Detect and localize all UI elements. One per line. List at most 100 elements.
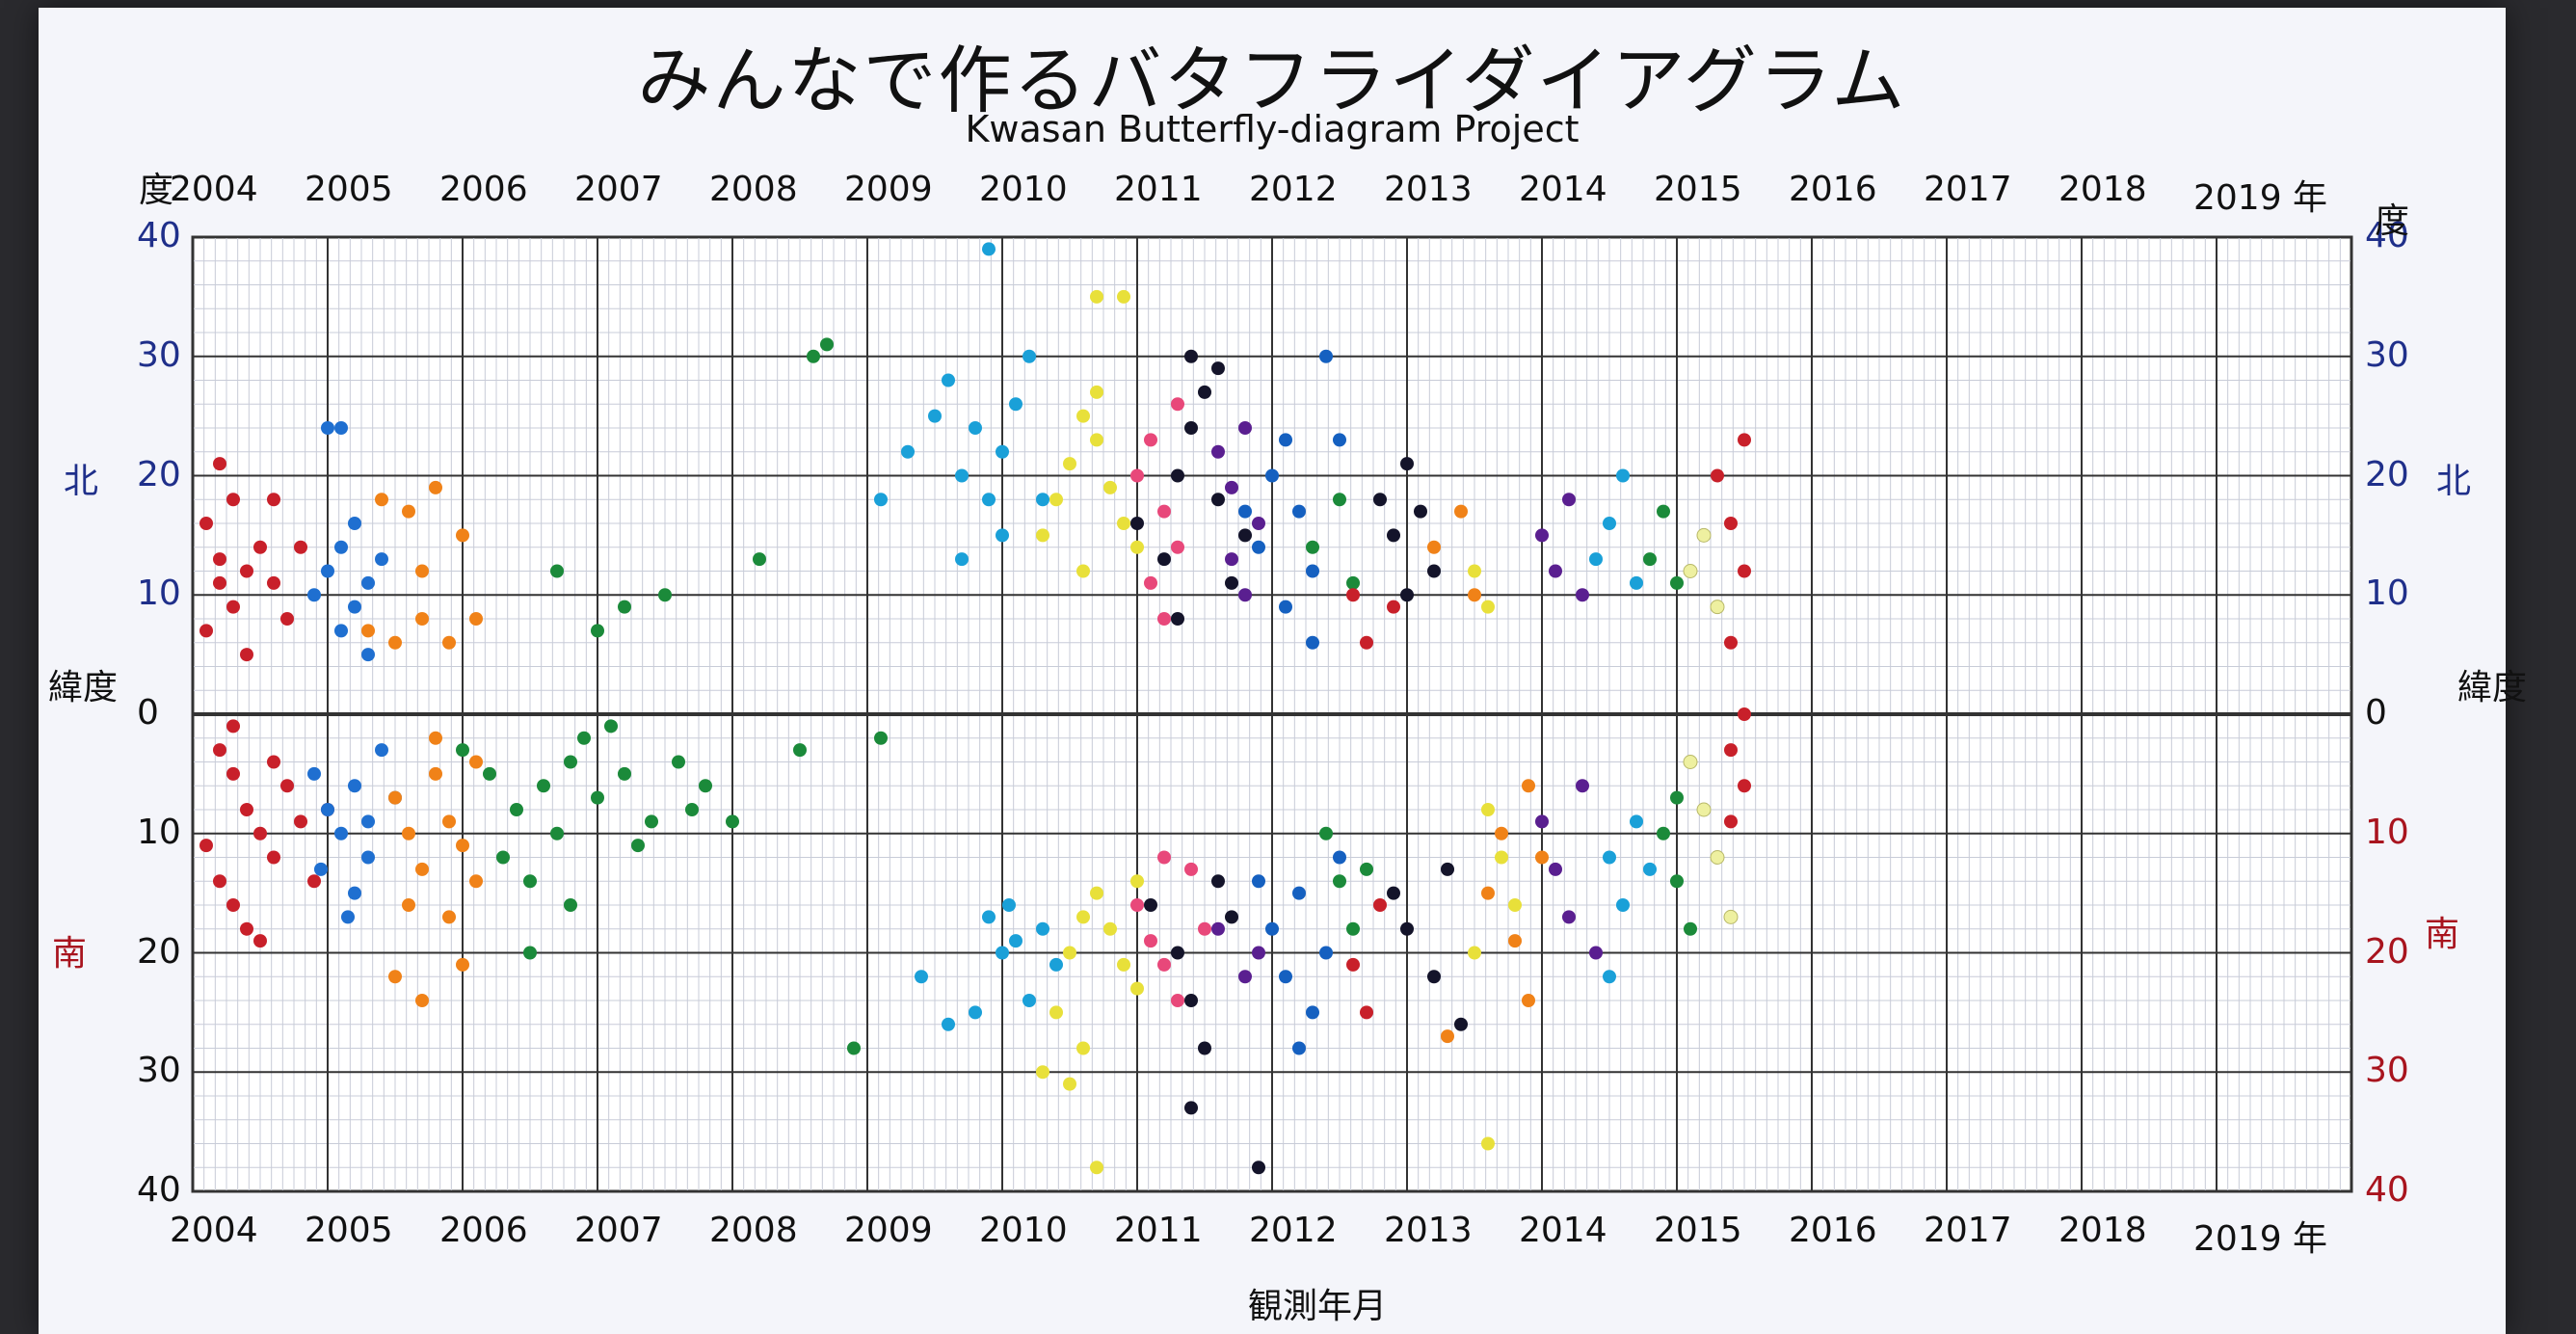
data-point: [267, 575, 280, 590]
data-point: [1238, 588, 1252, 602]
data-point: [1346, 588, 1360, 602]
top-year-tick: 2012: [1249, 170, 1338, 209]
data-point: [1441, 1029, 1454, 1044]
data-point: [1184, 994, 1198, 1007]
data-point: [1036, 1065, 1049, 1080]
data-point: [1211, 493, 1225, 507]
latitude-label-right: 緯度: [2457, 668, 2528, 707]
data-point: [1710, 600, 1725, 615]
data-point: [429, 731, 442, 745]
data-point: [1292, 886, 1306, 900]
bottom-year-tick: 2006: [439, 1211, 528, 1250]
point-series-15: [1535, 493, 1603, 960]
top-unit-left: 度: [139, 171, 174, 210]
data-point: [1211, 361, 1225, 376]
point-series-4: [874, 242, 1063, 1031]
data-point: [402, 898, 415, 912]
data-point: [1657, 504, 1670, 519]
data-point: [1576, 779, 1589, 793]
data-point: [1265, 921, 1279, 936]
data-point: [442, 814, 456, 829]
data-point: [1333, 433, 1346, 447]
point-series-10: [1306, 493, 1373, 936]
data-point: [253, 826, 267, 840]
data-point: [1144, 934, 1157, 948]
data-point: [1360, 1005, 1373, 1020]
data-point: [604, 719, 618, 734]
data-point: [1063, 946, 1076, 960]
data-point: [1306, 1005, 1319, 1020]
data-point: [321, 564, 334, 578]
data-point: [1130, 540, 1144, 554]
data-point: [1454, 1017, 1468, 1031]
data-point: [1670, 790, 1684, 805]
data-point: [1211, 874, 1225, 889]
data-point: [1603, 517, 1616, 530]
data-point: [1130, 898, 1144, 912]
data-point: [1643, 552, 1657, 567]
data-point: [348, 517, 361, 530]
point-series-5: [1036, 289, 1144, 1175]
data-point: [1144, 433, 1157, 447]
data-point: [469, 874, 483, 889]
data-point: [1630, 575, 1643, 590]
right-latitude-tick: 10: [2365, 812, 2409, 852]
data-point: [213, 457, 226, 471]
bottom-year-tick: 2015: [1654, 1211, 1742, 1250]
data-point: [1427, 564, 1441, 578]
bottom-year-tick: 2018: [2058, 1211, 2147, 1250]
data-point: [1063, 1077, 1076, 1091]
data-point: [226, 493, 240, 507]
bottom-year-tick: 2014: [1519, 1211, 1607, 1250]
data-point: [1117, 517, 1130, 530]
data-point: [1481, 1136, 1495, 1151]
data-point: [375, 743, 388, 758]
data-point: [1198, 921, 1211, 936]
data-point: [1252, 946, 1265, 960]
data-point: [361, 575, 375, 590]
data-point: [1171, 946, 1184, 960]
data-point: [199, 517, 213, 530]
data-point: [1360, 862, 1373, 876]
data-point: [1090, 1161, 1103, 1175]
data-point: [1157, 552, 1171, 567]
left-latitude-tick: 10: [137, 812, 181, 852]
data-point: [1696, 527, 1712, 543]
point-series-2: [361, 480, 483, 1007]
data-point: [253, 934, 267, 948]
data-point: [1076, 1041, 1090, 1055]
data-point: [1130, 468, 1144, 483]
data-point: [415, 564, 429, 578]
data-point: [753, 552, 766, 567]
poster-sheet: みんなで作るバタフライダイアグラム Kwasan Butterfly-diagr…: [39, 8, 2528, 1334]
data-point: [1292, 504, 1306, 519]
major-grid: [192, 236, 2352, 1192]
data-point: [1724, 517, 1738, 530]
data-point: [1549, 564, 1562, 578]
data-point: [348, 886, 361, 900]
data-point: [1468, 564, 1481, 578]
data-point: [1670, 874, 1684, 889]
data-point: [1211, 444, 1225, 459]
data-point: [1630, 814, 1643, 829]
data-point: [1414, 504, 1427, 519]
data-point: [1036, 528, 1049, 543]
top-year-tick: 2015: [1654, 170, 1742, 209]
data-point: [1265, 468, 1279, 483]
data-point: [388, 970, 402, 984]
data-point: [1049, 957, 1063, 972]
data-point: [334, 826, 348, 840]
data-point: [1333, 874, 1346, 889]
data-point: [388, 635, 402, 650]
right-latitude-tick: 40: [2365, 1170, 2409, 1210]
data-point: [1387, 528, 1400, 543]
data-point: [1306, 635, 1319, 650]
point-series-16: [1589, 468, 1657, 984]
point-series-17: [1643, 504, 1697, 936]
data-point: [307, 588, 321, 602]
data-point: [1576, 588, 1589, 602]
data-point: [415, 994, 429, 1007]
point-series-8: [1211, 421, 1265, 984]
data-point: [1252, 874, 1265, 889]
top-year-tick: 2006: [439, 170, 528, 209]
